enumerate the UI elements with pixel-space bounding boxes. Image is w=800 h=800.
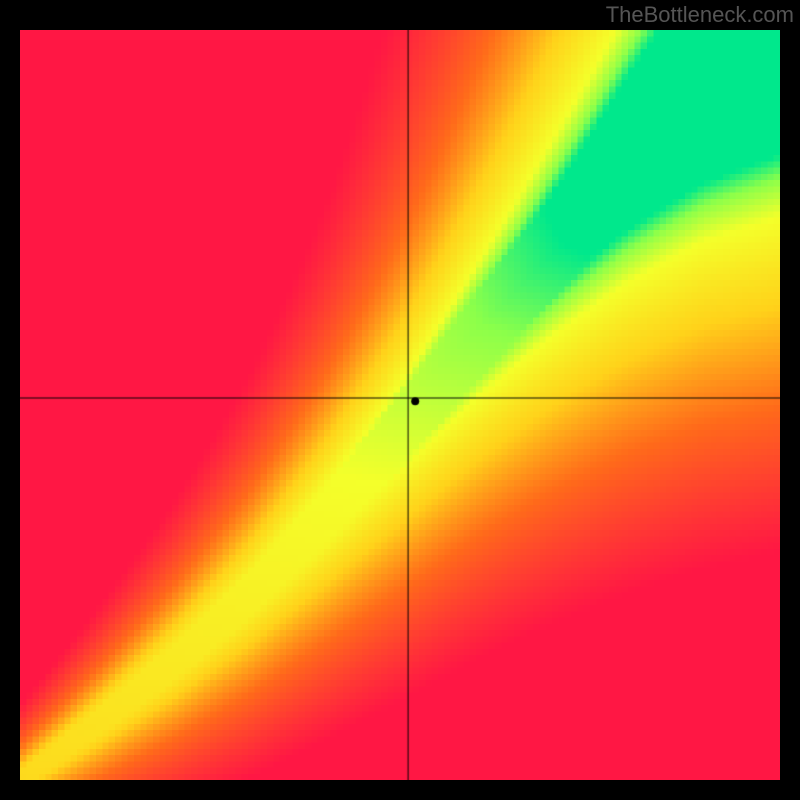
watermark-text: TheBottleneck.com — [600, 0, 800, 30]
crosshair-overlay — [20, 30, 780, 780]
heatmap-plot — [20, 30, 780, 780]
